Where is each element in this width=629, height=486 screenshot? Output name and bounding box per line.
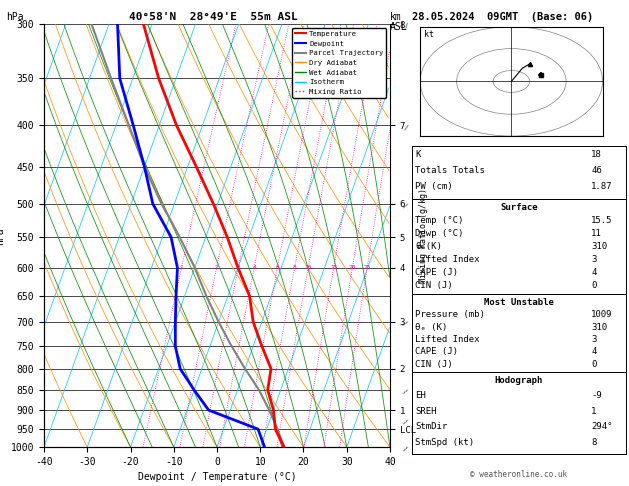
Text: 0: 0 [591,360,597,369]
Text: 2: 2 [214,265,218,270]
Text: /: / [403,200,409,207]
Text: 4: 4 [591,268,597,277]
Text: 28.05.2024  09GMT  (Base: 06): 28.05.2024 09GMT (Base: 06) [412,12,593,22]
Text: Surface: Surface [500,203,538,212]
Text: CAPE (J): CAPE (J) [415,347,458,356]
Text: SREH: SREH [415,407,437,416]
Legend: Temperature, Dewpoint, Parcel Trajectory, Dry Adiabat, Wet Adiabat, Isotherm, Mi: Temperature, Dewpoint, Parcel Trajectory… [292,28,386,98]
Text: 8: 8 [292,265,296,270]
Text: 3: 3 [237,265,240,270]
Text: Lifted Index: Lifted Index [415,335,480,344]
Text: 1.87: 1.87 [591,182,613,191]
Text: 4: 4 [591,347,597,356]
Text: 310: 310 [591,323,608,331]
Text: 11: 11 [591,229,602,238]
Text: 18: 18 [591,150,602,159]
Text: /: / [403,21,408,28]
Text: Pressure (mb): Pressure (mb) [415,310,485,319]
Text: Lifted Index: Lifted Index [415,255,480,264]
Text: km: km [390,12,402,22]
Text: 3: 3 [591,255,597,264]
X-axis label: Dewpoint / Temperature (°C): Dewpoint / Temperature (°C) [138,472,296,483]
Text: Dewp (°C): Dewp (°C) [415,229,464,238]
Text: /: / [403,416,409,423]
Text: hPa: hPa [6,12,24,22]
Text: StmSpd (kt): StmSpd (kt) [415,438,474,447]
Text: 4: 4 [252,265,256,270]
Y-axis label: Mixing Ratio (g/kg): Mixing Ratio (g/kg) [419,188,428,283]
Text: CIN (J): CIN (J) [415,281,453,290]
Text: θₑ (K): θₑ (K) [415,323,447,331]
Y-axis label: hPa: hPa [0,227,5,244]
Text: CIN (J): CIN (J) [415,360,453,369]
Text: EH: EH [415,391,426,400]
Text: PW (cm): PW (cm) [415,182,453,191]
Text: Most Unstable: Most Unstable [484,298,554,307]
Text: 10: 10 [304,265,312,270]
Text: © weatheronline.co.uk: © weatheronline.co.uk [470,469,567,479]
Text: -9: -9 [591,391,602,400]
Text: 1: 1 [591,407,597,416]
Text: /: / [403,444,409,451]
Text: 25: 25 [364,265,371,270]
Text: Hodograph: Hodograph [495,376,543,385]
Text: /: / [403,386,409,394]
Text: 310: 310 [591,242,608,251]
Text: 1009: 1009 [591,310,613,319]
Text: 20: 20 [348,265,356,270]
Text: 40°58'N  28°49'E  55m ASL: 40°58'N 28°49'E 55m ASL [130,12,298,22]
Text: Temp (°C): Temp (°C) [415,216,464,225]
Text: 1: 1 [180,265,184,270]
Text: 3: 3 [591,335,597,344]
Text: Totals Totals: Totals Totals [415,166,485,175]
Text: kt: kt [424,30,434,39]
Text: /: / [403,122,408,129]
Text: CAPE (J): CAPE (J) [415,268,458,277]
Text: 15: 15 [330,265,337,270]
Text: /: / [403,318,409,326]
Text: K: K [415,150,421,159]
Text: StmDir: StmDir [415,422,447,432]
Text: 46: 46 [591,166,602,175]
Text: 6: 6 [276,265,279,270]
Text: 15.5: 15.5 [591,216,613,225]
Text: 294°: 294° [591,422,613,432]
Text: 8: 8 [591,438,597,447]
Text: ASL: ASL [390,22,408,32]
Text: 0: 0 [591,281,597,290]
Text: θₑ(K): θₑ(K) [415,242,442,251]
